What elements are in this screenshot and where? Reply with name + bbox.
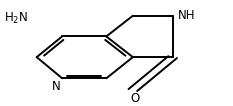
Text: NH: NH	[178, 9, 196, 22]
Text: O: O	[130, 92, 140, 105]
Text: N: N	[52, 80, 61, 93]
Text: $\mathregular{H_2N}$: $\mathregular{H_2N}$	[4, 11, 28, 26]
